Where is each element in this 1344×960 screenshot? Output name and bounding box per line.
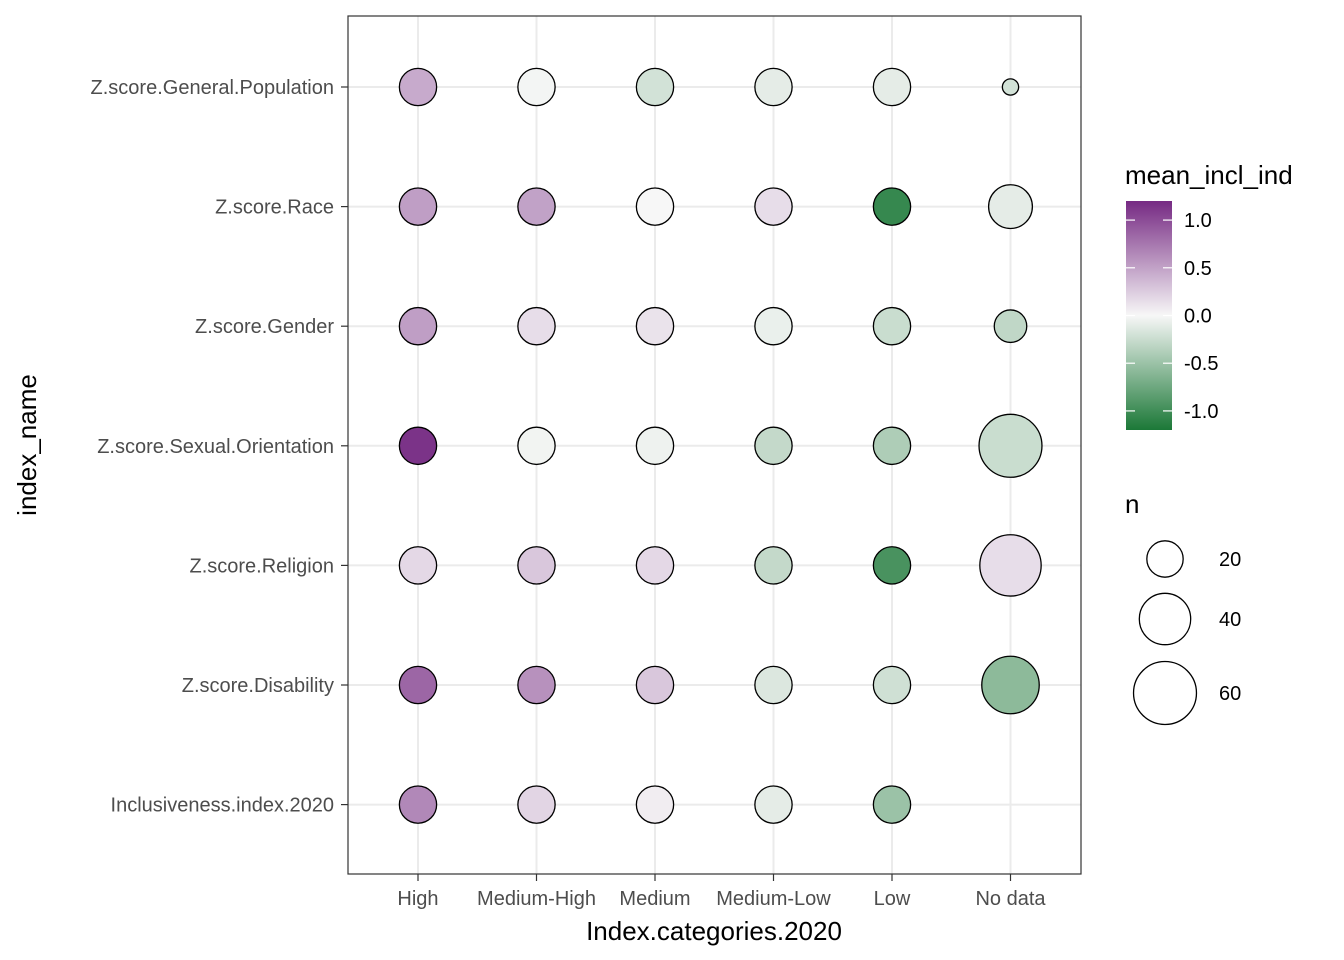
x-tick-label: Medium (619, 888, 690, 910)
data-point (872, 665, 912, 705)
data-point (517, 785, 556, 824)
data-point (754, 306, 793, 346)
data-point (635, 426, 675, 466)
x-axis-title: Index.categories.2020 (586, 916, 842, 946)
data-point (872, 426, 912, 466)
data-point (635, 187, 675, 226)
size-legend-label: 20 (1219, 549, 1241, 571)
y-tick-label: Z.score.Disability (182, 675, 334, 697)
y-tick-label: Z.score.Gender (195, 316, 334, 338)
data-point (754, 665, 793, 705)
data-point (754, 785, 793, 824)
y-tick-label: Z.score.Race (215, 197, 334, 219)
data-point (981, 655, 1040, 715)
data-point (398, 187, 438, 226)
size-legend-label: 60 (1219, 683, 1241, 705)
data-point (398, 426, 438, 466)
size-legend-key (1132, 660, 1198, 726)
color-legend: mean_incl_ind 1.0 0.5 0.0 -0.5 -1.0 (1125, 160, 1293, 430)
data-point (754, 187, 793, 226)
x-tick-label: No data (975, 888, 1046, 910)
data-point (635, 306, 675, 346)
data-point (635, 665, 675, 705)
x-axis: High Medium-High Medium Medium-Low Low No dat… (397, 874, 1046, 910)
data-points (398, 67, 1043, 824)
data-point (398, 546, 438, 585)
data-point (754, 67, 793, 107)
colorbar-tick-label: 0.5 (1184, 258, 1212, 280)
size-legend-label: 40 (1219, 609, 1241, 631)
y-tick-label: Inclusiveness.index.2020 (111, 795, 334, 817)
size-legend-key (1146, 540, 1184, 578)
y-tick-label: Z.score.Sexual.Orientation (97, 436, 334, 458)
colorbar-tick-label: 1.0 (1184, 210, 1212, 232)
data-point (872, 187, 912, 226)
data-point (517, 187, 556, 226)
data-point (987, 184, 1034, 230)
data-point (993, 309, 1028, 344)
data-point (872, 67, 912, 107)
data-point (754, 546, 793, 585)
data-point (517, 306, 556, 346)
data-point (872, 785, 912, 824)
y-axis: Z.score.General.Population Z.score.Race Z.… (91, 77, 348, 817)
colorbar-tick-label: -1.0 (1184, 401, 1218, 423)
data-point (978, 413, 1043, 478)
data-point (517, 426, 556, 466)
colorbar-tick-label: -0.5 (1184, 353, 1218, 375)
data-point (398, 67, 438, 107)
data-point (635, 785, 675, 824)
size-legend-items: 20 40 60 (1132, 540, 1241, 726)
data-point (398, 665, 438, 705)
data-point (635, 67, 675, 107)
plot-border (347, 15, 1082, 875)
data-point (517, 67, 556, 107)
x-tick-label: Medium-Low (716, 888, 831, 910)
y-axis-title: index_name (12, 374, 42, 516)
data-point (979, 534, 1042, 597)
colorbar-ticks: 1.0 0.5 0.0 -0.5 -1.0 (1126, 210, 1218, 423)
data-point (872, 546, 912, 585)
data-point (754, 426, 793, 466)
data-point (398, 306, 438, 346)
size-legend-title: n (1125, 489, 1139, 519)
x-tick-label: Low (874, 888, 911, 910)
data-point (398, 785, 438, 824)
y-tick-label: Z.score.Religion (189, 555, 334, 577)
data-point (1001, 78, 1020, 96)
data-point (517, 546, 556, 585)
colorbar-tick-label: 0.0 (1184, 306, 1212, 328)
y-tick-label: Z.score.General.Population (91, 77, 334, 99)
color-legend-title: mean_incl_ind (1125, 160, 1293, 190)
x-tick-label: High (397, 888, 438, 910)
data-point (517, 665, 556, 705)
data-point (872, 306, 912, 346)
size-legend-key (1138, 592, 1192, 646)
x-tick-label: Medium-High (477, 888, 596, 910)
data-point (635, 546, 675, 585)
size-legend: n 20 40 60 (1125, 489, 1241, 726)
